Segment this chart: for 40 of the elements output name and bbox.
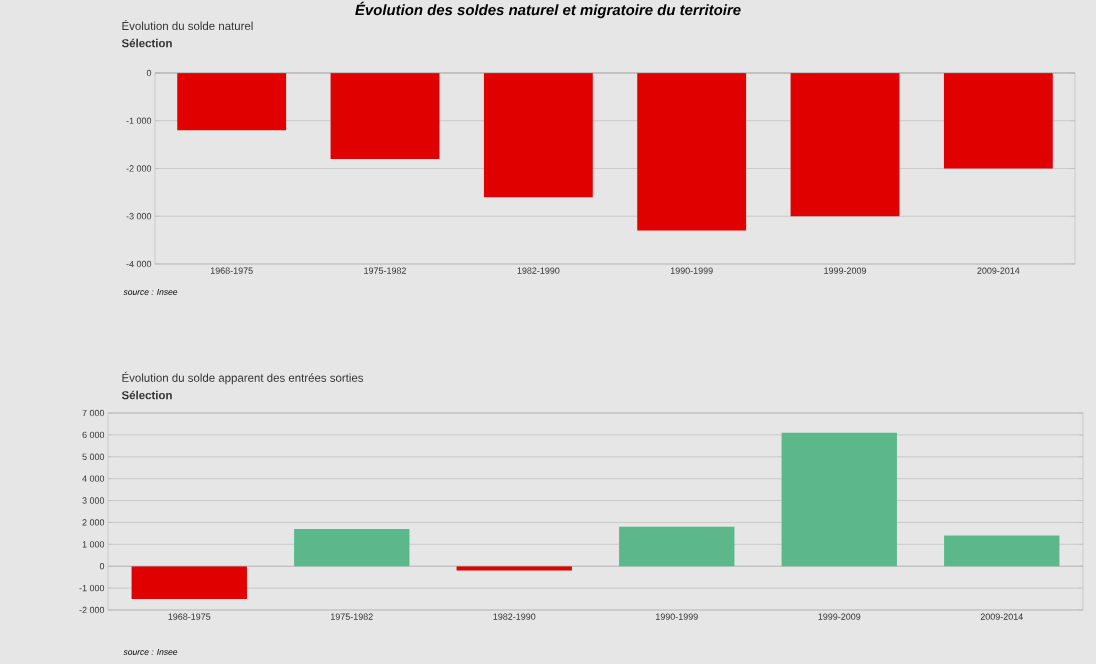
- y-tick-label: -2 000: [126, 165, 152, 172]
- x-tick-label: 2009-2014: [980, 613, 1023, 620]
- x-tick-label: 1982-1990: [517, 267, 560, 274]
- y-tick-label: -1 000: [126, 117, 152, 124]
- x-tick-label: 1968-1975: [210, 267, 253, 274]
- x-tick-label: 1990-1999: [656, 613, 698, 620]
- source-note: source : Insee: [123, 649, 178, 655]
- y-tick-label: 1 000: [82, 541, 105, 548]
- x-tick-label: 1999-2009: [818, 613, 861, 620]
- y-tick-label: -3 000: [126, 213, 152, 220]
- x-tick-label: 2009-2014: [977, 267, 1020, 274]
- y-tick-label: 4 000: [82, 475, 105, 482]
- bar: [456, 566, 572, 571]
- bar: [294, 529, 410, 567]
- bar: [131, 566, 247, 600]
- chart-subtitle: Évolution du solde naturel: [122, 19, 253, 31]
- y-tick-label: -1 000: [79, 584, 105, 592]
- text: Sélection: [121, 390, 172, 400]
- y-tick-label: -4 000: [126, 260, 152, 268]
- bar: [781, 432, 897, 567]
- y-tick-label: 3 000: [82, 497, 105, 504]
- x-tick-label: 1999-2009: [824, 267, 867, 274]
- text: Sélection: [121, 38, 172, 48]
- bar: [619, 526, 735, 567]
- x-tick-label: 1975-1982: [364, 267, 406, 274]
- chart-title: Évolution des soldes naturel et migratoire du territoire: [355, 1, 741, 19]
- y-tick-label: 5 000: [82, 453, 105, 460]
- y-tick-label: 6 000: [82, 431, 105, 439]
- source-note: source : Insee: [123, 289, 178, 295]
- x-tick-label: 1968-1975: [168, 613, 211, 620]
- x-tick-label: 1975-1982: [331, 613, 373, 620]
- x-tick-label: 1990-1999: [670, 267, 713, 274]
- y-tick-label: 7 000: [82, 409, 105, 417]
- y-tick-label: 0: [146, 69, 152, 77]
- x-tick-label: 1982-1990: [493, 613, 536, 620]
- y-tick-label: -2 000: [79, 606, 105, 614]
- y-tick-label: 2 000: [82, 519, 105, 526]
- y-tick-label: 0: [99, 563, 105, 570]
- chart-title: Évolution du solde apparent des entrées sorties: [122, 371, 364, 385]
- bar: [944, 535, 1060, 567]
